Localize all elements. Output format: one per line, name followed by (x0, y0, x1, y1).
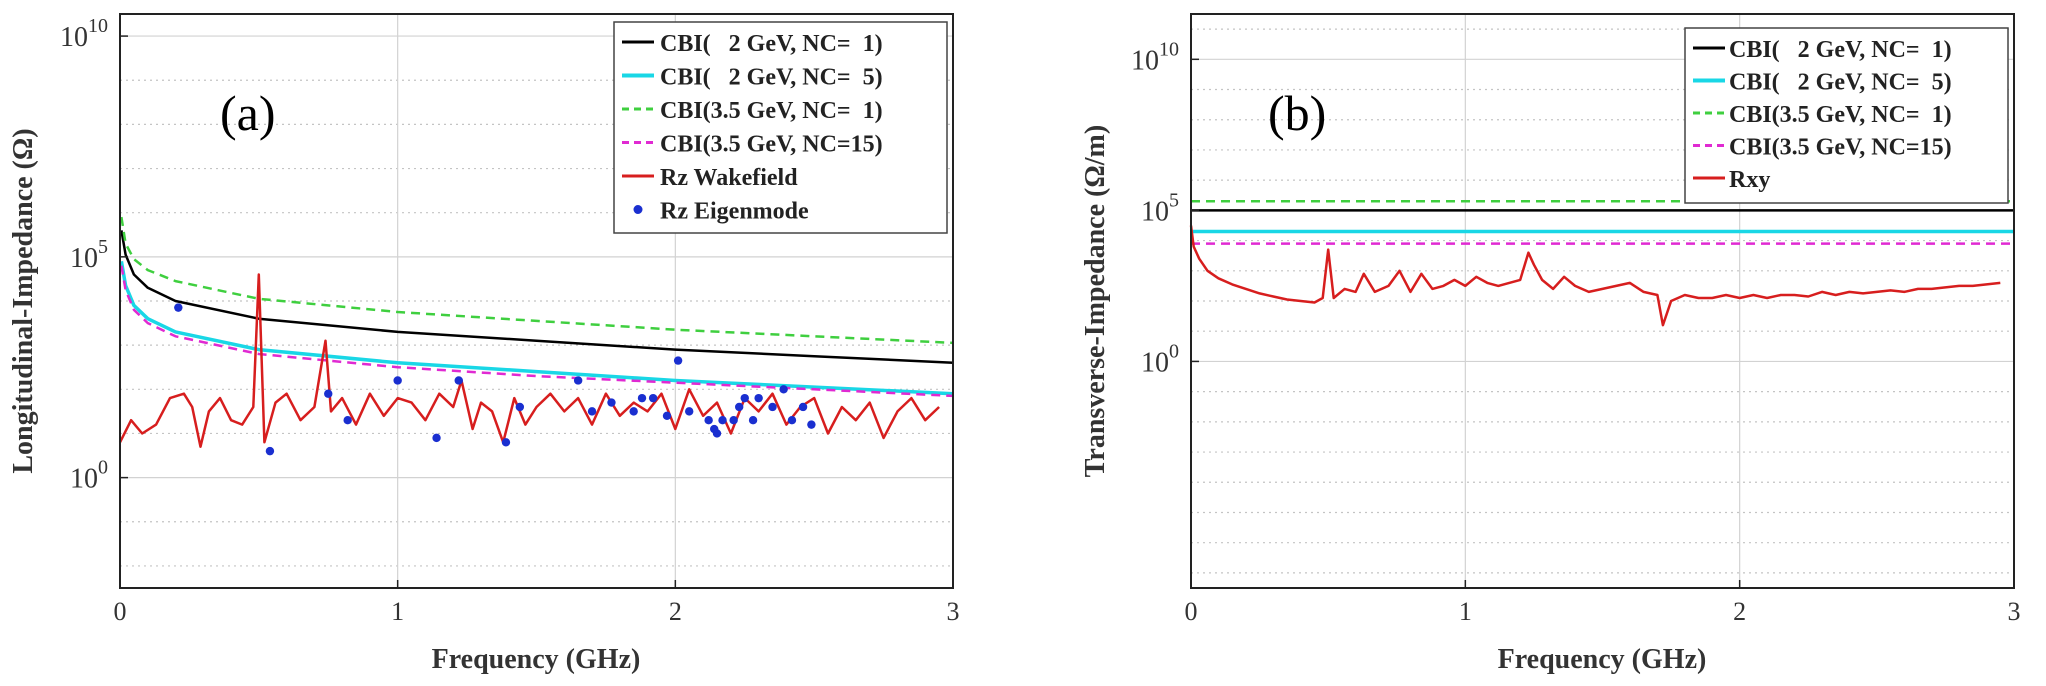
eigenmode-point (807, 420, 816, 429)
legend-label: CBI( 2 GeV, NC= 5) (660, 65, 883, 91)
eigenmode-point (734, 402, 744, 412)
series-line-rxy (1189, 225, 2001, 327)
eigenmode-point (607, 398, 616, 407)
x-tick-label: 0 (114, 597, 127, 626)
panel-a-legend: CBI( 2 GeV, NC= 1) CBI( 2 GeV, NC= 5) CBI(… (613, 21, 948, 234)
panel-b-series (1189, 200, 2014, 327)
eigenmode-point (798, 402, 808, 412)
panel-a-x-ticks: 0 1 2 3 (114, 580, 960, 626)
legend-label: CBI( 2 GeV, NC= 1) (1729, 37, 1952, 63)
panel-b-axes-frame (1190, 13, 2015, 589)
eigenmode-point (573, 376, 583, 385)
legend-label: Rz Eigenmode (660, 199, 809, 225)
eigenmode-point (787, 416, 797, 425)
eigenmode-point (265, 446, 275, 456)
legend-label: CBI(3.5 GeV, NC= 1) (1729, 102, 1952, 128)
eigenmode-point (174, 303, 183, 312)
eigenmode-point (432, 433, 441, 443)
legend-label: CBI(3.5 GeV, NC=15) (1729, 135, 1952, 161)
eigenmode-point (685, 407, 694, 416)
y-tick-label: 105 (1141, 189, 1179, 227)
eigenmode-point (729, 416, 738, 425)
legend-label: Rxy (1729, 167, 1770, 193)
panel-a-chart: 0 1 2 3 100 105 1010 (a) Frequency (GHz) Long… (8, 13, 960, 675)
eigenmode-point (629, 407, 638, 416)
series-line-cbi4 (120, 265, 954, 398)
panel-a-x-axis-label: Frequency (GHz) (432, 644, 641, 675)
panel-a-legend-box (613, 21, 948, 234)
eigenmode-point (718, 416, 727, 425)
panel-a-y-axis-label: Longitudinal-Impedance (Ω) (8, 128, 39, 473)
legend-marker (633, 205, 643, 214)
x-tick-label: 3 (947, 597, 960, 626)
eigenmode-point (768, 402, 777, 412)
eigenmode-point (673, 356, 683, 365)
eigenmode-point (343, 416, 352, 425)
panel-a-y-ticks: 100 105 1010 (60, 15, 128, 495)
panel-b-chart: 0 1 2 3 100 105 1010 (b) Frequency (GHz) Tran… (1080, 13, 2021, 675)
eigenmode-point (454, 376, 463, 385)
panel-a-series (118, 216, 954, 456)
eigenmode-point (515, 402, 525, 412)
series-line-cbi2 (119, 261, 954, 396)
eigenmode-point (712, 429, 722, 438)
y-tick-label: 105 (70, 236, 108, 274)
x-tick-label: 2 (1733, 597, 1746, 626)
eigenmode-point (704, 416, 713, 425)
eigenmode-point (324, 389, 333, 398)
legend-label: CBI( 2 GeV, NC= 5) (1729, 70, 1952, 96)
legend-label: CBI(3.5 GeV, NC= 1) (660, 98, 883, 124)
panel-a-axes-frame (119, 13, 954, 589)
x-tick-label: 0 (1185, 597, 1198, 626)
panel-b-y-ticks: 100 105 1010 (1131, 38, 1199, 378)
eigenmode-point (587, 407, 597, 416)
series-line-wake (118, 273, 940, 448)
legend-label: CBI(3.5 GeV, NC=15) (660, 132, 883, 158)
legend-label: CBI( 2 GeV, NC= 1) (660, 31, 883, 57)
panel-a-label: (a) (220, 85, 276, 141)
y-tick-label: 1010 (1131, 38, 1179, 76)
series-line-cbi3 (120, 216, 954, 345)
panel-b-legend-box (1684, 27, 2009, 204)
eigenmode-point (754, 393, 763, 403)
panel-b-legend: CBI( 2 GeV, NC= 1) CBI( 2 GeV, NC= 5) CBI(… (1684, 27, 2009, 204)
eigenmode-point (748, 416, 758, 425)
x-tick-label: 1 (1459, 597, 1472, 626)
eigenmode-point (662, 411, 672, 420)
eigenmode-point (393, 376, 402, 385)
eigenmode-point (740, 393, 749, 403)
x-tick-label: 2 (669, 597, 682, 626)
panel-b-x-ticks: 0 1 2 3 (1185, 580, 2021, 626)
eigenmode-point (637, 393, 647, 403)
x-tick-label: 3 (2008, 597, 2021, 626)
eigenmode-point (501, 438, 511, 447)
panel-b-y-axis-label: Transverse-Impedance (Ω/m) (1080, 125, 1111, 477)
eigenmode-point (779, 385, 788, 394)
y-tick-label: 100 (70, 457, 108, 495)
legend-label: Rz Wakefield (660, 165, 798, 191)
panel-b-x-axis-label: Frequency (GHz) (1498, 644, 1707, 675)
eigenmode-point (648, 393, 658, 403)
series-line-cbi1 (120, 230, 954, 365)
y-tick-label: 100 (1141, 340, 1179, 378)
x-tick-label: 1 (391, 597, 404, 626)
y-tick-label: 1010 (60, 15, 108, 53)
panel-b-label: (b) (1268, 85, 1326, 141)
